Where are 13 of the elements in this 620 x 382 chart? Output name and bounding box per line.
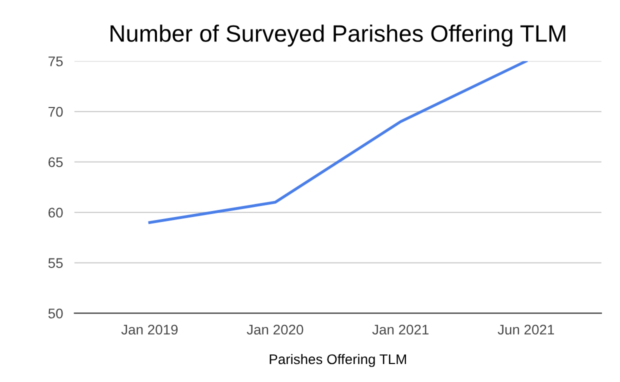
y-tick-label: 70 <box>48 106 63 117</box>
y-tick-label: 60 <box>48 208 63 218</box>
x-tick-label: Jan 2020 <box>246 324 304 335</box>
y-tick-label: 75 <box>48 56 63 66</box>
y-tick-label: 55 <box>48 258 63 268</box>
x-tick-label: Jun 2021 <box>498 324 554 335</box>
chart-title: Number of Surveyed Parishes Offering TLM <box>110 24 566 47</box>
y-tick-label: 50 <box>48 308 63 318</box>
line-series <box>148 61 528 224</box>
x-axis-title: Parishes Offering TLM <box>270 354 406 367</box>
y-tick-label: 65 <box>48 157 63 168</box>
x-tick-label: Jan 2019 <box>121 324 178 335</box>
x-tick-label: Jan 2021 <box>372 324 429 335</box>
